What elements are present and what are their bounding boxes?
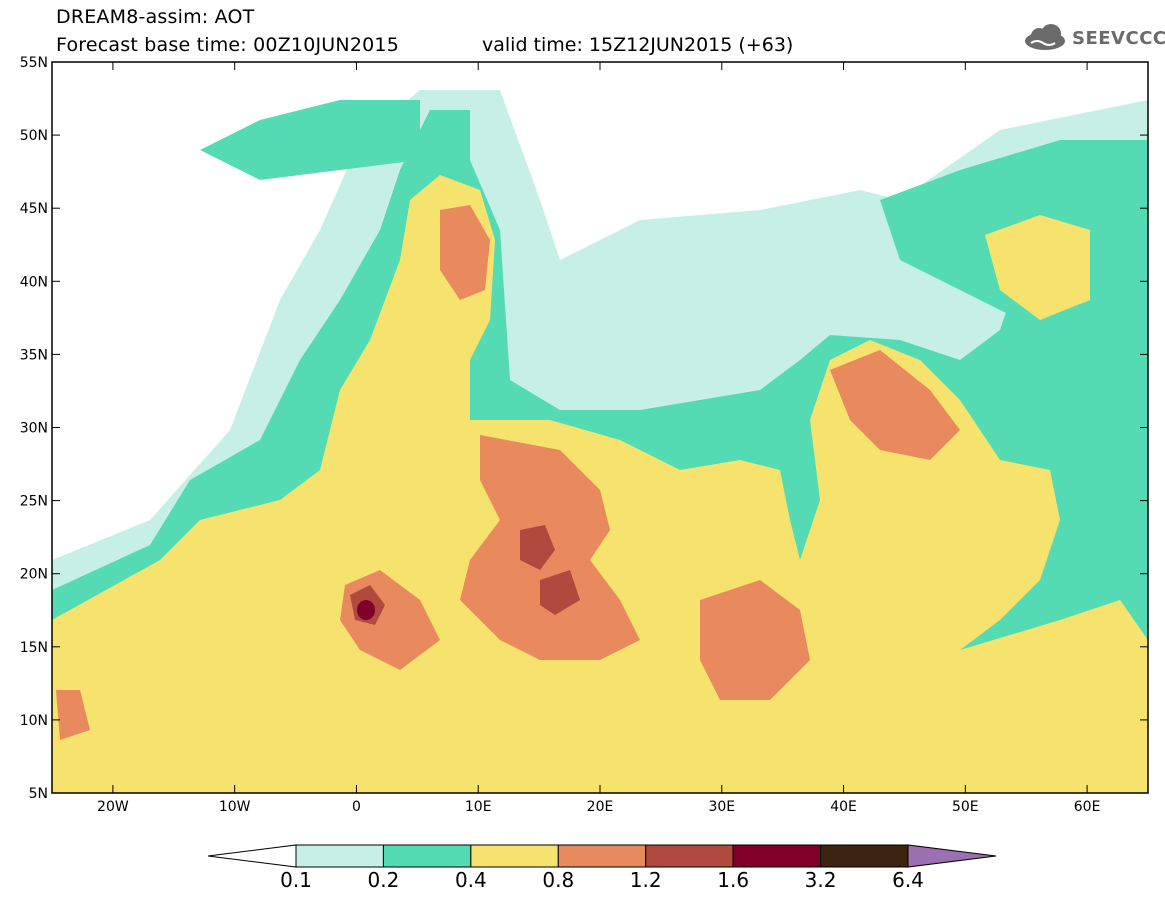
aot-region-0.8-corsica bbox=[440, 205, 490, 300]
colorbar-label: 0.4 bbox=[454, 868, 487, 892]
lon-tick-label: 50E bbox=[952, 799, 979, 815]
aot-region-1.2-b bbox=[540, 570, 580, 615]
colorbar-swatch bbox=[295, 844, 384, 868]
colorbar-swatch bbox=[732, 844, 822, 868]
lon-tick-label: 10W bbox=[219, 799, 251, 815]
lon-tick-label: 40E bbox=[830, 799, 857, 815]
aot-region-0.8-sudan bbox=[700, 580, 810, 700]
colorbar bbox=[207, 844, 997, 868]
map-title: DREAM8-assim: AOT bbox=[56, 6, 255, 28]
aot-field bbox=[52, 62, 1148, 793]
valid-time: valid time: 15Z12JUN2015 (+63) bbox=[482, 34, 794, 56]
lat-tick-label: 10N bbox=[20, 713, 48, 729]
aot-region-0.8-west bbox=[56, 690, 90, 740]
aot-region-0.8-arabia bbox=[830, 350, 960, 460]
lon-tick-label: 0 bbox=[352, 799, 361, 815]
colorbar-label: 1.6 bbox=[717, 868, 750, 892]
colorbar-swatch bbox=[470, 844, 559, 868]
cloud-icon bbox=[1025, 24, 1065, 50]
aot-region-0.2-north bbox=[200, 100, 420, 180]
lat-tick-label: 50N bbox=[20, 128, 48, 144]
colorbar-swatch bbox=[645, 844, 734, 868]
colorbar-label: 0.2 bbox=[367, 868, 400, 892]
lat-tick-label: 15N bbox=[20, 640, 48, 656]
axis-ticks: 20W 10W 0 10E 20E 30E 40E 50E 60E 5N 10N 15N 20N 25N 3… bbox=[20, 55, 1148, 815]
lon-tick-label: 60E bbox=[1074, 799, 1101, 815]
lat-tick-label: 35N bbox=[20, 347, 48, 363]
colorbar-swatch bbox=[820, 844, 909, 868]
lon-tick-label: 10E bbox=[465, 799, 492, 815]
aot-region-1.2 bbox=[520, 525, 555, 570]
lat-tick-label: 5N bbox=[29, 786, 48, 802]
colorbar-label: 6.4 bbox=[892, 868, 924, 892]
colorbar-label: 1.2 bbox=[629, 868, 662, 892]
colorbar-label: 0.8 bbox=[542, 868, 575, 892]
lat-tick-label: 40N bbox=[20, 274, 48, 290]
colorbar-label: 3.2 bbox=[804, 868, 837, 892]
lat-tick-label: 20N bbox=[20, 567, 48, 583]
lat-tick-label: 55N bbox=[20, 55, 48, 71]
colorbar-swatch bbox=[207, 844, 297, 868]
lat-tick-label: 25N bbox=[20, 494, 48, 510]
lat-tick-label: 45N bbox=[20, 201, 48, 217]
aot-region-1.6 bbox=[357, 600, 375, 620]
lon-tick-label: 20W bbox=[97, 799, 129, 815]
colorbar-swatch bbox=[557, 844, 647, 868]
colorbar-swatch bbox=[382, 844, 472, 868]
aot-region-0.4 bbox=[52, 175, 1148, 793]
logo bbox=[1025, 24, 1065, 50]
lon-tick-label: 20E bbox=[587, 799, 614, 815]
logo-text: SEEVCCC bbox=[1072, 28, 1165, 49]
colorbar-label: 0.1 bbox=[280, 868, 312, 892]
colorbar-swatch bbox=[907, 844, 997, 868]
base-time: Forecast base time: 00Z10JUN2015 bbox=[56, 34, 399, 56]
aot-region-0.4-caspian bbox=[985, 215, 1090, 320]
lon-tick-label: 30E bbox=[708, 799, 735, 815]
lat-tick-label: 30N bbox=[20, 421, 48, 437]
